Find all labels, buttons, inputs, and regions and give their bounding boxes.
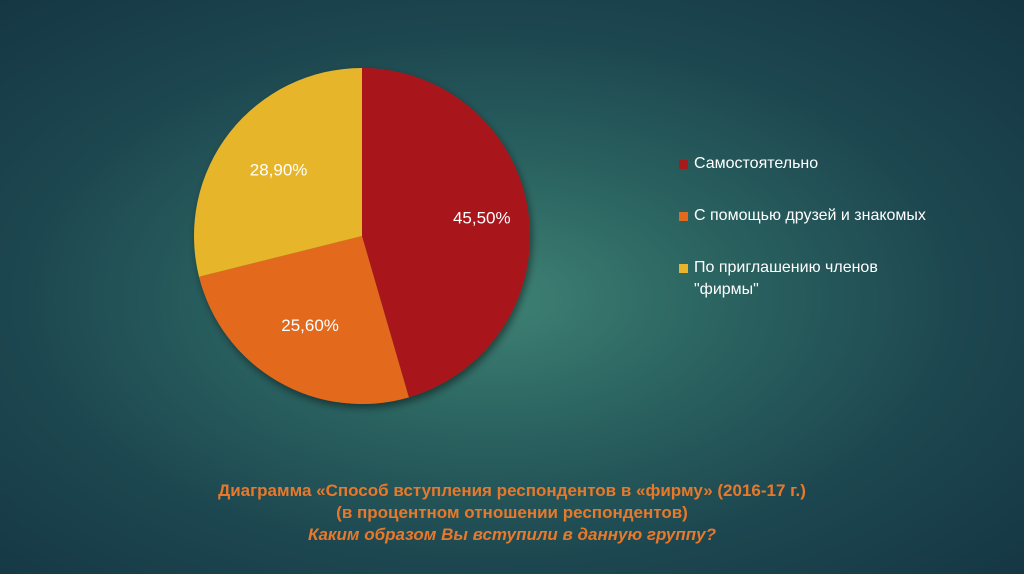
legend-item-invitation: По приглашению членов "фирмы" <box>679 257 1009 301</box>
slice-label-invitation: 28,90% <box>250 160 308 179</box>
slice-label-friends: 25,60% <box>281 316 339 335</box>
caption-line-1: Диаграмма «Способ вступления респонденто… <box>218 481 806 500</box>
legend-label-friends: С помощью друзей и знакомых <box>694 207 926 224</box>
legend-swatch-self <box>679 160 688 169</box>
slice-label-self: 45,50% <box>453 208 511 227</box>
legend: Самостоятельно С помощью друзей и знаком… <box>679 153 1009 331</box>
legend-swatch-friends <box>679 212 688 221</box>
legend-label-invitation: По приглашению членов "фирмы" <box>694 259 878 298</box>
pie-slice-friends <box>199 236 409 405</box>
legend-label-self: Самостоятельно <box>694 155 819 172</box>
pie-slice-self <box>362 67 531 398</box>
caption-line-2: (в процентном отношении респондентов) <box>336 503 688 522</box>
caption-question: Каким образом Вы вступили в данную групп… <box>308 525 716 544</box>
legend-item-friends: С помощью друзей и знакомых <box>679 205 1009 227</box>
legend-swatch-invitation <box>679 264 688 273</box>
legend-item-self: Самостоятельно <box>679 153 1009 175</box>
chart-caption: Диаграмма «Способ вступления респонденто… <box>0 480 1024 546</box>
pie-slice-invitation <box>194 68 362 277</box>
